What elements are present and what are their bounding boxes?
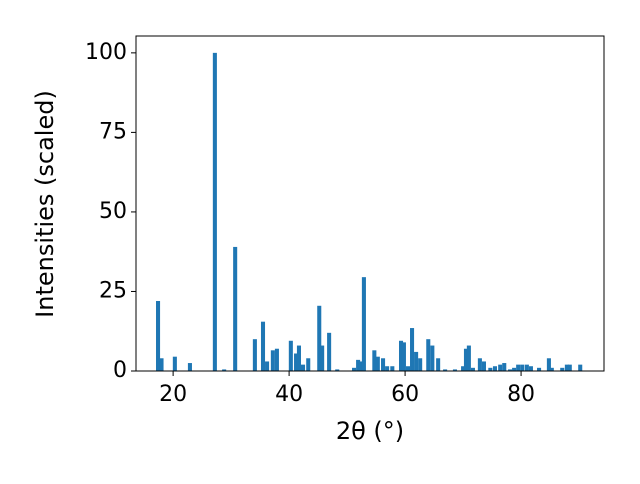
- bar: [270, 350, 275, 371]
- bar: [546, 358, 551, 371]
- y-tick-label: 75: [99, 119, 127, 144]
- bar: [300, 364, 306, 371]
- bar: [516, 364, 521, 371]
- bar: [564, 364, 569, 371]
- bar: [560, 367, 565, 371]
- bar: [466, 345, 471, 371]
- plot-frame: [135, 35, 605, 372]
- bar: [233, 246, 238, 371]
- bar: [502, 363, 507, 371]
- bar: [274, 348, 279, 371]
- bar: [398, 340, 404, 371]
- bar: [405, 366, 411, 371]
- bar: [430, 345, 435, 371]
- bar: [385, 366, 390, 371]
- bar: [222, 369, 227, 371]
- bar: [401, 342, 406, 371]
- bar: [418, 358, 423, 371]
- y-axis-label: Intensities (scaled): [31, 90, 59, 318]
- bar: [508, 369, 513, 371]
- bar: [524, 364, 529, 371]
- bar: [537, 367, 542, 371]
- bar: [320, 345, 325, 371]
- bar: [187, 363, 192, 371]
- bar: [520, 364, 525, 371]
- ticks: 20 40 60 80 0 25 50 75 100: [85, 40, 535, 407]
- bar: [306, 358, 311, 371]
- bar: [477, 358, 482, 371]
- bar: [528, 366, 533, 371]
- y-tick-label: 25: [99, 278, 127, 303]
- bar: [452, 369, 457, 371]
- bar: [375, 356, 380, 371]
- bar: [578, 364, 583, 371]
- x-axis-label: 2θ (°): [336, 417, 404, 445]
- bar: [172, 356, 177, 371]
- bar: [410, 328, 415, 371]
- bar: [567, 364, 572, 371]
- bar: [414, 351, 419, 371]
- bar: [498, 364, 503, 371]
- bar: [481, 361, 486, 371]
- bar: [212, 52, 217, 371]
- bar: [352, 367, 357, 371]
- bar: [156, 301, 161, 371]
- bar: [461, 366, 466, 371]
- bar: [159, 358, 164, 371]
- bar: [356, 359, 361, 371]
- bar: [327, 332, 332, 371]
- bar: [358, 361, 364, 371]
- bar: [492, 366, 498, 371]
- bar: [288, 340, 293, 371]
- y-tick-label: 50: [99, 199, 127, 224]
- bar: [317, 305, 322, 371]
- bar: [252, 339, 257, 371]
- bar: [372, 350, 377, 371]
- bar: [335, 369, 340, 371]
- bar: [294, 353, 299, 371]
- bar: [361, 277, 366, 371]
- y-tick-label: 100: [85, 40, 127, 65]
- bar: [381, 358, 386, 371]
- bar: [265, 361, 270, 371]
- x-tick-label: 80: [507, 382, 535, 407]
- bar: [260, 321, 266, 371]
- bar: [463, 348, 469, 371]
- bars: [156, 52, 583, 371]
- bar: [443, 369, 448, 371]
- bar: [426, 339, 431, 371]
- bar: [512, 367, 517, 371]
- bar: [436, 358, 441, 371]
- bar: [296, 345, 301, 371]
- x-tick-label: 20: [159, 382, 187, 407]
- bar: [470, 367, 475, 371]
- y-tick-label: 0: [113, 358, 127, 383]
- bar: [549, 367, 554, 371]
- bar: [488, 367, 493, 371]
- x-tick-label: 60: [391, 382, 419, 407]
- bar: [390, 366, 395, 371]
- x-tick-label: 40: [275, 382, 303, 407]
